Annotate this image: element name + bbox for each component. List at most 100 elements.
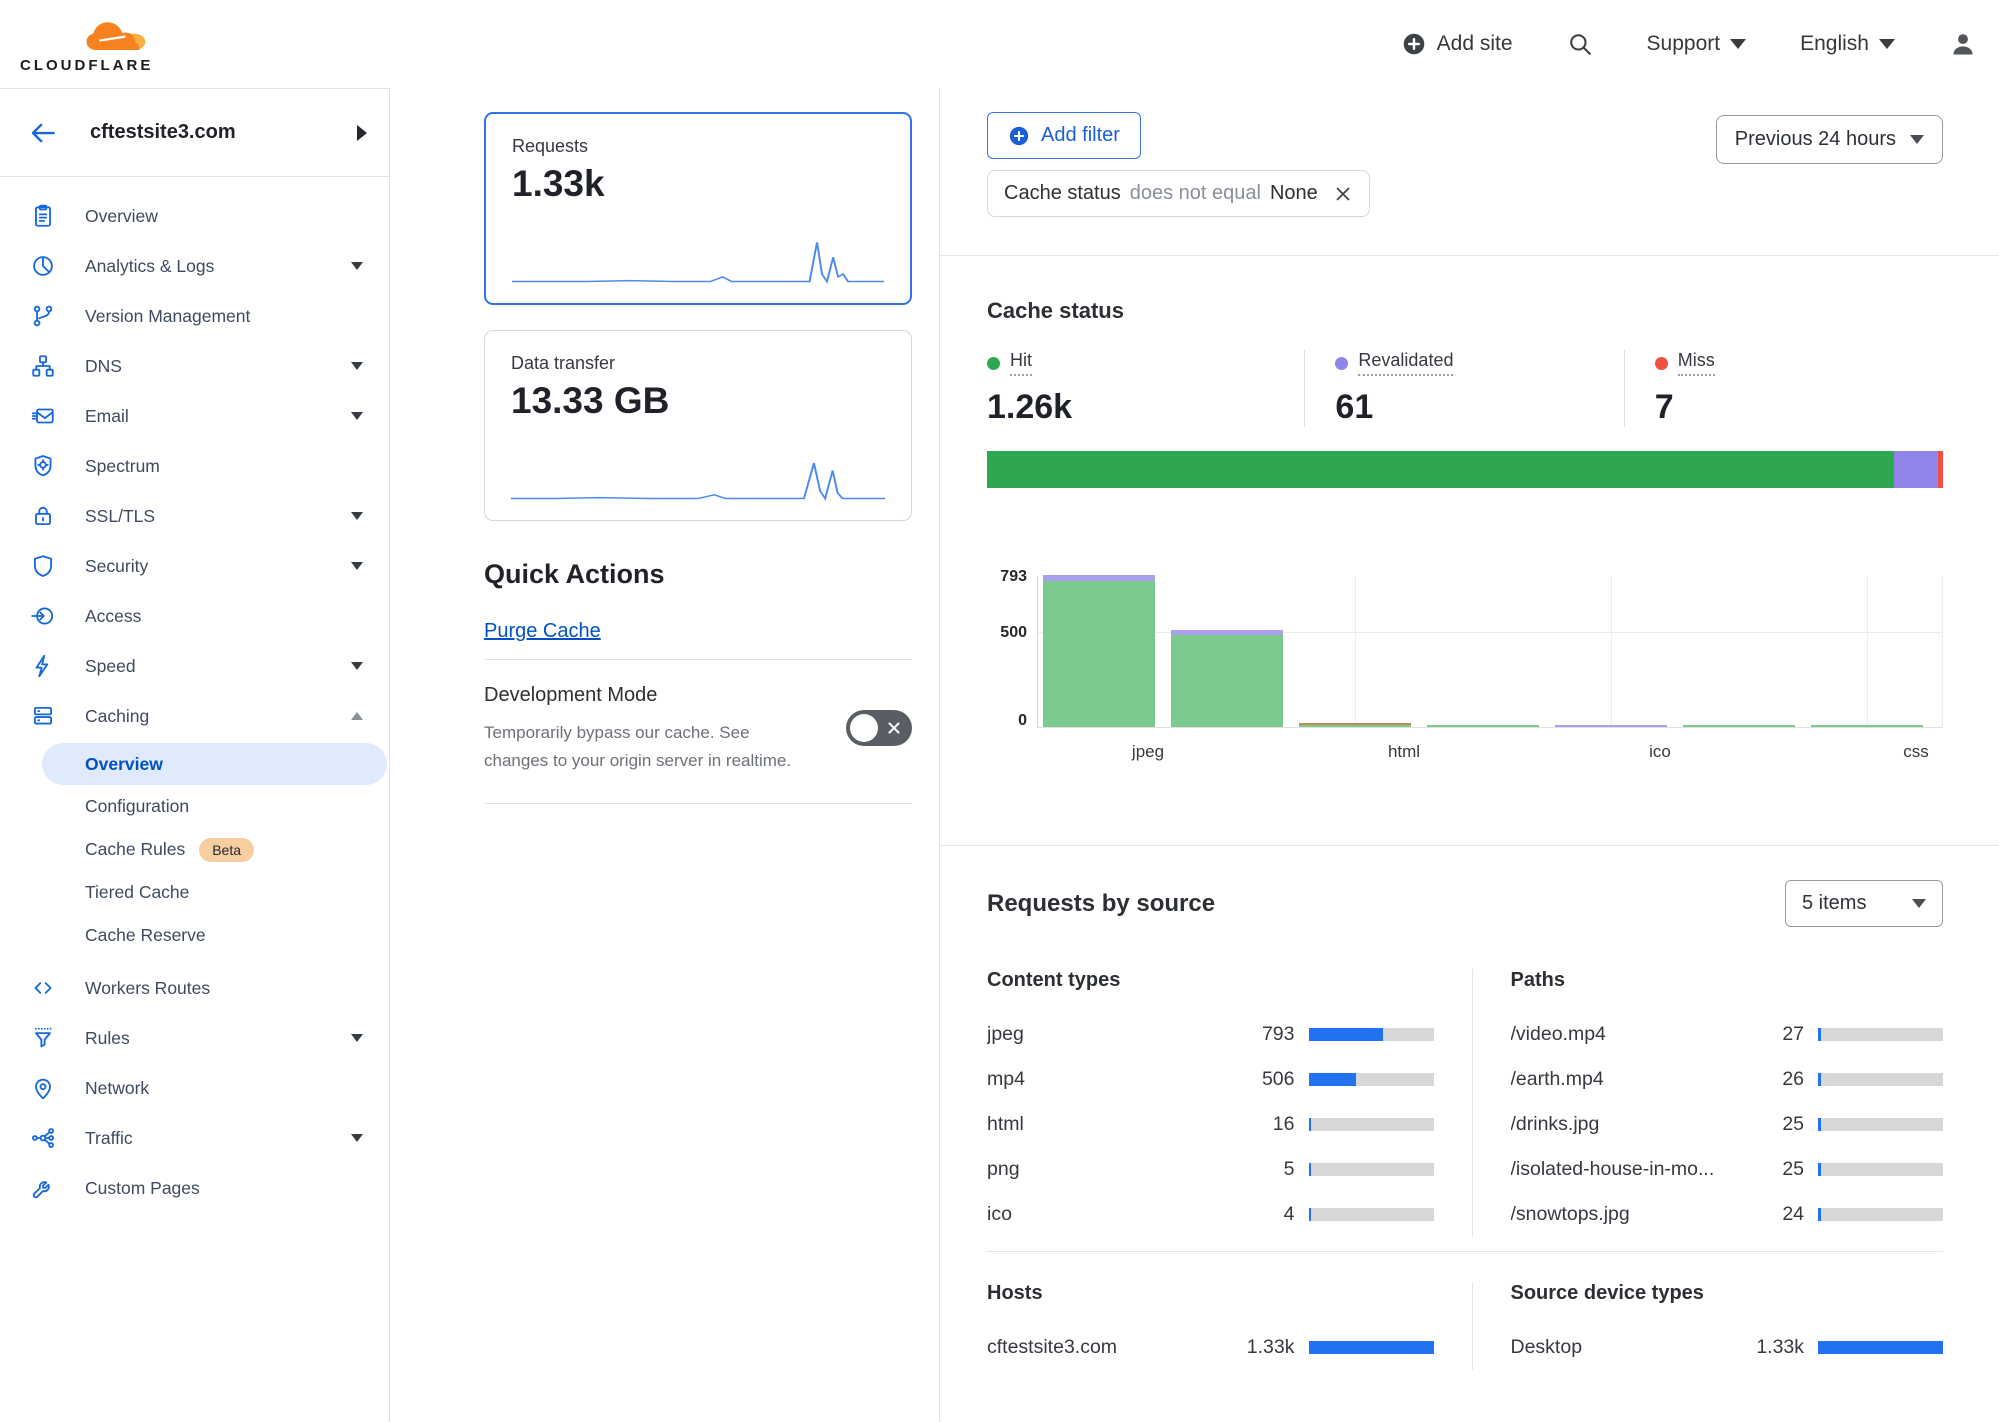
wrench-icon xyxy=(30,1175,56,1201)
add-site-button[interactable]: Add site xyxy=(1401,31,1513,57)
cloudflare-cloud-icon xyxy=(86,21,146,50)
branch-icon xyxy=(30,303,56,329)
stat-legend-revalidated[interactable]: Revalidated xyxy=(1335,350,1623,376)
requests-metric-card[interactable]: Requests 1.33k xyxy=(484,112,912,305)
sidebar-subitem-cache-reserve[interactable]: Cache Reserve xyxy=(85,925,206,945)
chevron-down-icon xyxy=(1730,39,1747,49)
time-range-select[interactable]: Previous 24 hours xyxy=(1715,115,1943,164)
development-mode-block: Development Mode Temporarily bypass our … xyxy=(484,684,912,775)
back-arrow-icon[interactable] xyxy=(28,118,58,148)
chevron-right-icon[interactable] xyxy=(357,124,367,141)
table-row: /snowtops.jpg 24 xyxy=(1511,1192,1944,1237)
spectrum-icon xyxy=(30,453,56,479)
caching-submenu: Overview Configuration Cache Rules Beta Tier… xyxy=(0,741,389,963)
requests-by-source-title: Requests by source xyxy=(987,889,1216,917)
sidebar-item-spectrum[interactable]: Spectrum xyxy=(0,441,389,491)
cache-status-section: Cache status Hit 1.26k Revalidated 61 Miss 7 … xyxy=(940,256,1999,845)
sidebar-item-security[interactable]: Security xyxy=(0,541,389,591)
requests-sparkline xyxy=(512,242,884,284)
row-label: Desktop xyxy=(1510,1336,1583,1358)
language-menu[interactable]: English xyxy=(1800,32,1895,56)
page-body: cftestsite3.com Overview Analytics & Logs… xyxy=(0,88,1999,1422)
sidebar-item-rules[interactable]: Rules xyxy=(0,1013,389,1063)
items-count-select[interactable]: 5 items xyxy=(1785,880,1943,927)
row-value: 24 xyxy=(1782,1203,1805,1225)
gridline xyxy=(1038,632,1942,633)
account-button[interactable] xyxy=(1949,30,1977,58)
cloudflare-logo[interactable]: CLOUDFLARE xyxy=(20,16,153,73)
share-icon xyxy=(30,1125,56,1151)
support-menu[interactable]: Support xyxy=(1647,32,1747,56)
sidebar-item-dns[interactable]: DNS xyxy=(0,341,389,391)
development-mode-title: Development Mode xyxy=(484,684,658,706)
row-value: 1.33k xyxy=(1756,1336,1805,1358)
development-mode-toggle[interactable] xyxy=(846,710,912,746)
content-types-column: Content types jpeg 793 mp4 506 html 16 png 5 ico 4 xyxy=(987,969,1434,1237)
sidebar-subitem-configuration[interactable]: Configuration xyxy=(85,796,190,816)
search-button[interactable] xyxy=(1567,31,1593,57)
chevron-down-icon xyxy=(1879,39,1895,49)
toggle-knob xyxy=(850,714,878,742)
sidebar: cftestsite3.com Overview Analytics & Logs… xyxy=(0,88,390,1422)
data-transfer-sparkline xyxy=(511,462,885,501)
beta-badge: Beta xyxy=(199,837,255,862)
data-transfer-metric-card[interactable]: Data transfer 13.33 GB xyxy=(484,330,912,521)
sidebar-item-caching[interactable]: Caching xyxy=(0,691,389,741)
cache-status-title: Cache status xyxy=(987,298,1124,323)
sidebar-subitem-tiered-cache[interactable]: Tiered Cache xyxy=(85,882,190,902)
cache-status-summary-bar xyxy=(987,451,1943,488)
sidebar-item-network[interactable]: Network xyxy=(0,1063,389,1113)
quick-actions-title: Quick Actions xyxy=(484,559,665,589)
sidebar-item-traffic[interactable]: Traffic xyxy=(0,1113,389,1163)
sidebar-item-workers-routes[interactable]: Workers Routes xyxy=(0,963,389,1013)
sidebar-item-analytics-logs[interactable]: Analytics & Logs xyxy=(0,241,389,291)
email-icon xyxy=(30,403,56,429)
row-value: 25 xyxy=(1782,1158,1805,1180)
summary-column: Requests 1.33k Data transfer 13.33 GB Qu… xyxy=(390,88,940,1422)
hosts-column: Hosts cftestsite3.com 1.33k xyxy=(987,1282,1434,1370)
row-label: ico xyxy=(987,1203,1012,1225)
sidebar-item-speed[interactable]: Speed xyxy=(0,641,389,691)
sidebar-item-access[interactable]: Access xyxy=(0,591,389,641)
row-label: jpeg xyxy=(987,1023,1024,1045)
metric-label: Requests xyxy=(512,136,589,156)
summary-segment-revalidated xyxy=(1894,451,1938,488)
sidebar-item-overview[interactable]: Overview xyxy=(0,191,389,241)
row-value: 4 xyxy=(1283,1203,1295,1225)
gridline xyxy=(1355,576,1356,727)
table-row: /isolated-house-in-mo... 25 xyxy=(1511,1147,1944,1192)
sidebar-subitem-cache-rules[interactable]: Cache Rules Beta xyxy=(0,828,389,871)
code-icon xyxy=(30,975,56,1001)
chevron-down-icon xyxy=(351,362,363,370)
remove-filter-icon[interactable] xyxy=(1333,184,1353,204)
stat-revalidated: Revalidated 61 xyxy=(1304,350,1623,427)
column-title-hosts: Hosts xyxy=(987,1282,1043,1304)
bar-segment-revalidated xyxy=(1171,630,1283,635)
source-device-types-column: Source device types Desktop 1.33k xyxy=(1511,1282,1944,1370)
sidebar-item-custom-pages[interactable]: Custom Pages xyxy=(0,1163,389,1213)
requests-by-source-section: Requests by source 5 items Content types… xyxy=(940,846,1999,1370)
row-bar xyxy=(1818,1073,1944,1086)
bar-png xyxy=(1427,725,1539,727)
cache-status-filter-chip[interactable]: Cache status does not equal None xyxy=(987,170,1370,217)
row-value: 27 xyxy=(1782,1023,1805,1045)
chevron-down-icon xyxy=(351,412,363,420)
sidebar-item-ssl-tls[interactable]: SSL/TLS xyxy=(0,491,389,541)
top-bar: CLOUDFLARE Add site Support English xyxy=(0,0,1999,88)
clipboard-icon xyxy=(30,203,56,229)
bar-segment-expired xyxy=(1299,723,1411,725)
site-header: cftestsite3.com xyxy=(0,89,389,177)
stat-legend-hit[interactable]: Hit xyxy=(987,350,1304,376)
stat-legend-miss[interactable]: Miss xyxy=(1654,350,1943,376)
add-filter-button[interactable]: Add filter xyxy=(987,112,1141,159)
gridline xyxy=(1867,576,1868,727)
stat-value: 1.26k xyxy=(987,388,1073,426)
analytics-panel: Add filter Cache status does not equal N… xyxy=(940,88,1999,1422)
x-tick-label: jpeg xyxy=(1131,742,1165,761)
sidebar-item-version-management[interactable]: Version Management xyxy=(0,291,389,341)
row-bar xyxy=(1308,1028,1434,1041)
purge-cache-link[interactable]: Purge Cache xyxy=(484,620,601,642)
sidebar-item-email[interactable]: Email xyxy=(0,391,389,441)
sidebar-subitem-overview[interactable]: Overview xyxy=(42,743,387,785)
